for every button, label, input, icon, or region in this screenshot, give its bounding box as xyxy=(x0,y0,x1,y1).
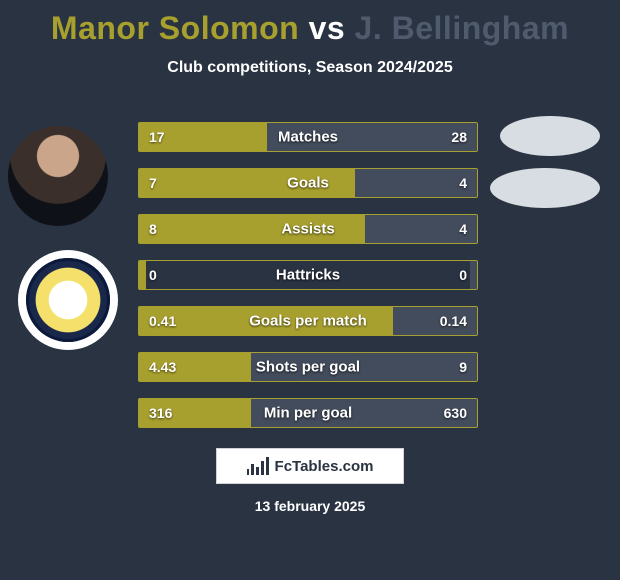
stat-label: Hattricks xyxy=(276,267,340,284)
stat-label: Goals per match xyxy=(249,313,367,330)
stat-value-p2: 4 xyxy=(459,175,467,191)
footer-date: 13 february 2025 xyxy=(255,498,366,514)
player2-name: J. Bellingham xyxy=(355,10,570,46)
stat-value-p2: 0.14 xyxy=(440,313,467,329)
player1-name: Manor Solomon xyxy=(51,10,299,46)
stat-value-p1: 17 xyxy=(149,129,165,145)
fctables-logo[interactable]: FcTables.com xyxy=(216,448,404,484)
stat-bar-p2 xyxy=(470,261,477,289)
stat-label: Assists xyxy=(281,221,334,238)
stat-value-p2: 28 xyxy=(451,129,467,145)
stat-row: 7 4 Goals xyxy=(138,168,478,198)
stat-value-p1: 8 xyxy=(149,221,157,237)
stat-label: Goals xyxy=(287,175,329,192)
stat-value-p1: 7 xyxy=(149,175,157,191)
stat-bar-p1 xyxy=(139,261,146,289)
logo-text: FcTables.com xyxy=(275,458,374,475)
subtitle: Club competitions, Season 2024/2025 xyxy=(0,59,620,77)
stat-row: 0.41 0.14 Goals per match xyxy=(138,306,478,336)
player1-avatar xyxy=(8,126,108,226)
stat-value-p1: 0.41 xyxy=(149,313,176,329)
stat-row: 8 4 Assists xyxy=(138,214,478,244)
stat-value-p1: 0 xyxy=(149,267,157,283)
logo-bars-icon xyxy=(247,457,269,475)
stat-label: Min per goal xyxy=(264,405,352,422)
player2-avatar-placeholder xyxy=(500,116,600,156)
stat-label: Shots per goal xyxy=(256,359,360,376)
stat-value-p2: 4 xyxy=(459,221,467,237)
comparison-title: Manor Solomon vs J. Bellingham xyxy=(0,0,620,47)
stat-value-p1: 316 xyxy=(149,405,172,421)
stat-row: 17 28 Matches xyxy=(138,122,478,152)
stat-row: 4.43 9 Shots per goal xyxy=(138,352,478,382)
player2-club-placeholder xyxy=(490,168,600,208)
stat-value-p2: 9 xyxy=(459,359,467,375)
stat-row: 316 630 Min per goal xyxy=(138,398,478,428)
stat-value-p2: 0 xyxy=(459,267,467,283)
stat-value-p1: 4.43 xyxy=(149,359,176,375)
vs-text: vs xyxy=(299,10,354,46)
player1-club-badge xyxy=(18,250,118,350)
stat-label: Matches xyxy=(278,129,338,146)
stats-container: 17 28 Matches 7 4 Goals 8 4 Assists 0 0 Hattricks 0.… xyxy=(138,122,478,444)
stat-row: 0 0 Hattricks xyxy=(138,260,478,290)
stat-value-p2: 630 xyxy=(444,405,467,421)
